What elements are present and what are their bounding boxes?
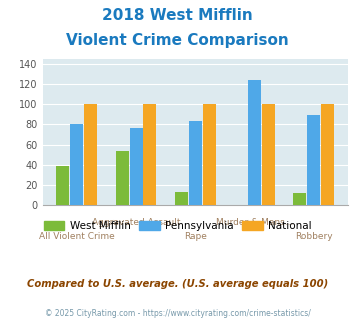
Bar — [189, 121, 202, 205]
Text: © 2025 CityRating.com - https://www.cityrating.com/crime-statistics/: © 2025 CityRating.com - https://www.city… — [45, 309, 310, 317]
Bar — [56, 166, 70, 205]
Text: Robbery: Robbery — [295, 232, 332, 241]
Text: 2018 West Mifflin: 2018 West Mifflin — [102, 8, 253, 23]
Bar — [70, 124, 83, 205]
Text: Compared to U.S. average. (U.S. average equals 100): Compared to U.S. average. (U.S. average … — [27, 279, 328, 289]
Bar — [248, 81, 261, 205]
Bar — [307, 115, 320, 205]
Bar — [84, 105, 97, 205]
Text: Violent Crime Comparison: Violent Crime Comparison — [66, 33, 289, 48]
Bar — [175, 192, 188, 205]
Text: Rape: Rape — [184, 232, 207, 241]
Bar — [321, 105, 334, 205]
Text: All Violent Crime: All Violent Crime — [39, 232, 115, 241]
Text: Aggravated Assault: Aggravated Assault — [92, 218, 180, 227]
Bar — [116, 150, 129, 205]
Text: Murder & Mans...: Murder & Mans... — [216, 218, 293, 227]
Bar — [143, 105, 157, 205]
Bar — [293, 193, 306, 205]
Legend: West Mifflin, Pennsylvania, National: West Mifflin, Pennsylvania, National — [39, 216, 316, 235]
Bar — [262, 105, 275, 205]
Bar — [203, 105, 216, 205]
Bar — [130, 128, 143, 205]
